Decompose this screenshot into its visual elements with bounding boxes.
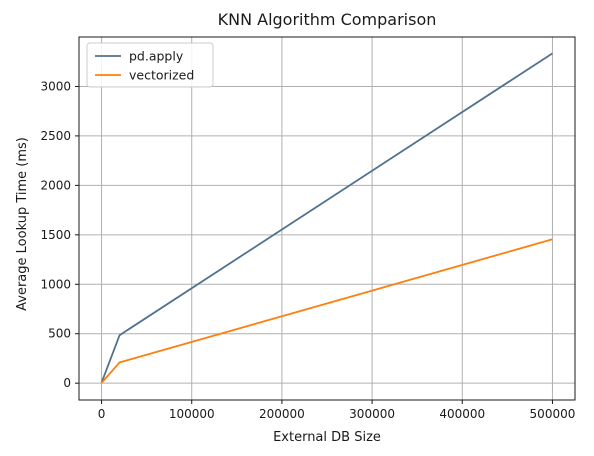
y-tick-label: 1500 bbox=[40, 228, 71, 242]
series-line-vectorized bbox=[100, 238, 553, 384]
series-line-pd-apply bbox=[100, 52, 553, 384]
legend-label: pd.apply bbox=[129, 49, 184, 64]
grid bbox=[79, 37, 575, 400]
legend: pd.apply vectorized bbox=[86, 42, 214, 88]
x-tick-label: 200000 bbox=[259, 407, 305, 421]
x-tick-label: 500000 bbox=[530, 407, 576, 421]
x-tick-label: 100000 bbox=[169, 407, 215, 421]
y-tick-label: 3000 bbox=[40, 79, 71, 93]
legend-label: vectorized bbox=[129, 68, 194, 83]
y-tick-label: 2500 bbox=[40, 129, 71, 143]
y-axis-label: Average Lookup Time (ms) bbox=[15, 137, 30, 311]
x-tick-label: 400000 bbox=[439, 407, 485, 421]
x-ticks: 0 100000 200000 300000 400000 500000 bbox=[98, 400, 576, 421]
y-tick-label: 1000 bbox=[40, 277, 71, 291]
x-axis-label: External DB Size bbox=[273, 430, 381, 445]
y-tick-label: 2000 bbox=[40, 178, 71, 192]
axes-border bbox=[78, 36, 576, 401]
x-tick-label: 0 bbox=[98, 407, 106, 421]
legend-box bbox=[86, 42, 214, 88]
series-layer bbox=[100, 52, 553, 384]
axes-frame bbox=[78, 36, 576, 401]
chart-title: KNN Algorithm Comparison bbox=[218, 10, 437, 29]
y-ticks: 0 500 1000 1500 2000 2500 3000 bbox=[40, 79, 79, 390]
y-tick-label: 0 bbox=[63, 376, 71, 390]
x-tick-label: 300000 bbox=[349, 407, 395, 421]
y-tick-label: 500 bbox=[48, 327, 71, 341]
